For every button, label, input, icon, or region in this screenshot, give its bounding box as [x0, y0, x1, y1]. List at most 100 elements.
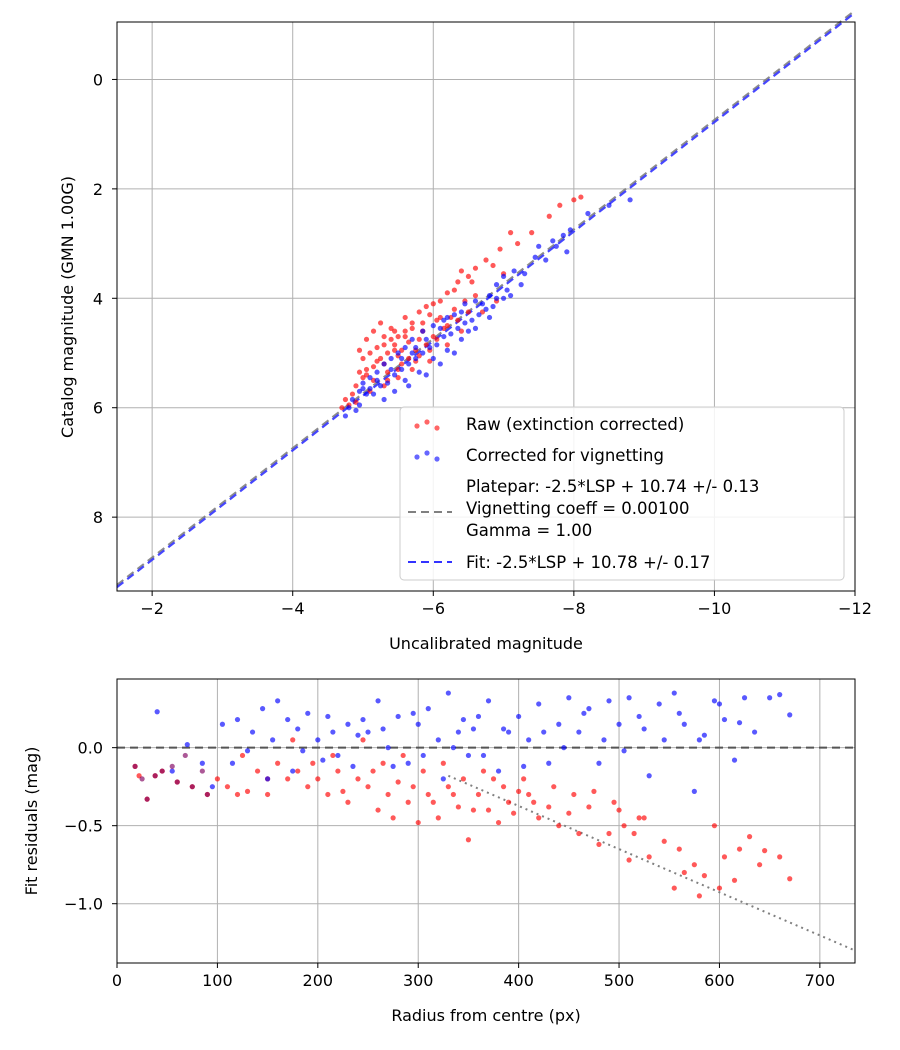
- corrected-residual-point: [275, 698, 281, 704]
- raw-residual-point: [475, 791, 482, 798]
- corrected-residual-point: [285, 716, 291, 723]
- raw-point: [427, 358, 433, 364]
- corrected-point: [490, 303, 496, 310]
- raw-residual-point: [696, 893, 702, 899]
- raw-point: [444, 290, 450, 296]
- corrected-point: [437, 325, 443, 331]
- corrected-residual-point: [485, 698, 492, 704]
- corrected-residual-point: [290, 768, 296, 774]
- raw-residual-point: [616, 807, 622, 813]
- raw-residual-point: [460, 776, 467, 782]
- raw-residual-point: [551, 784, 557, 790]
- bottom-x-tick-label: 600: [704, 971, 735, 990]
- corrected-point: [536, 243, 542, 249]
- corrected-point: [462, 320, 468, 326]
- raw-point: [437, 298, 443, 304]
- raw-residual-point: [430, 799, 436, 805]
- corrected-residual-point: [716, 701, 723, 707]
- corrected-point: [567, 227, 573, 233]
- raw-residual-point: [345, 799, 351, 805]
- legend-raw-label: Raw (extinction corrected): [466, 415, 684, 434]
- corrected-point: [550, 238, 556, 244]
- corrected-point: [360, 385, 366, 392]
- raw-point: [353, 383, 359, 389]
- corrected-residual-point: [646, 773, 652, 779]
- raw-residual-point: [470, 807, 477, 813]
- corrected-residual-point: [731, 757, 738, 763]
- corrected-residual-point: [696, 737, 702, 743]
- raw-residual-point: [787, 876, 793, 882]
- corrected-point: [479, 301, 486, 307]
- raw-residual-point: [611, 799, 617, 805]
- raw-residual-point: [305, 784, 311, 790]
- raw-residual-point: [746, 834, 753, 840]
- overlap-residual-point: [139, 776, 145, 782]
- raw-point: [546, 213, 552, 219]
- bottom-y-tick-label: 0.0: [78, 739, 103, 758]
- raw-point: [427, 312, 433, 318]
- raw-residual-point: [385, 791, 391, 798]
- raw-residual-point: [285, 776, 291, 782]
- raw-point: [416, 353, 422, 359]
- corrected-residual-point: [767, 695, 773, 701]
- raw-residual-point: [711, 823, 718, 829]
- raw-residual-point: [556, 823, 562, 829]
- corrected-point: [472, 298, 479, 304]
- corrected-residual-point: [500, 726, 507, 732]
- corrected-point: [349, 396, 356, 403]
- raw-residual-point: [239, 752, 246, 759]
- raw-point: [465, 273, 472, 280]
- corrected-point: [564, 249, 570, 255]
- raw-residual-point: [576, 830, 582, 837]
- raw-residual-point: [405, 799, 411, 805]
- top-y-tick-label: 2: [93, 180, 103, 199]
- raw-residual-point: [455, 804, 461, 810]
- raw-point: [490, 262, 496, 269]
- raw-point: [430, 301, 436, 307]
- corrected-point: [476, 312, 482, 318]
- raw-point: [479, 309, 486, 315]
- corrected-residual-point: [335, 752, 341, 759]
- raw-residual-point: [621, 823, 627, 829]
- corrected-residual-point: [265, 776, 271, 782]
- raw-residual-point: [516, 788, 522, 794]
- raw-residual-point: [445, 784, 451, 790]
- raw-point: [455, 317, 461, 323]
- raw-point: [557, 202, 563, 208]
- corrected-residual-point: [305, 710, 311, 716]
- corrected-point: [486, 292, 493, 299]
- corrected-point: [346, 405, 352, 411]
- corrected-point: [392, 388, 398, 394]
- raw-residual-point: [505, 799, 512, 805]
- corrected-point: [441, 317, 447, 323]
- top-y-axis-label: Catalog magnitude (GMN 1.00G): [58, 176, 77, 438]
- raw-point: [406, 355, 412, 362]
- raw-point: [423, 342, 429, 348]
- corrected-residual-point: [561, 745, 567, 751]
- corrected-point: [423, 372, 429, 378]
- corrected-residual-point: [480, 752, 487, 759]
- corrected-point: [427, 344, 433, 351]
- bottom-x-tick-label: 0: [112, 971, 122, 990]
- raw-point: [388, 325, 394, 331]
- raw-residual-point: [295, 768, 301, 774]
- corrected-point: [356, 388, 363, 394]
- top-x-tick-label: −8: [562, 599, 586, 618]
- corrected-point: [522, 271, 528, 277]
- corrected-point: [553, 243, 559, 249]
- corrected-residual-point: [229, 760, 236, 766]
- corrected-residual-point: [475, 713, 482, 720]
- corrected-point: [402, 377, 408, 383]
- corrected-point: [353, 407, 359, 414]
- raw-residual-point: [275, 760, 281, 766]
- corrected-residual-point: [380, 726, 386, 732]
- bottom-chart: 0 100 200 300 400 500 600 700 0.0 −0.5 −1.0 Radius…: [22, 678, 856, 1025]
- overlap-residual-point: [204, 791, 210, 798]
- raw-point: [392, 328, 398, 334]
- corrected-point: [455, 325, 461, 331]
- raw-residual-point: [244, 788, 251, 794]
- corrected-residual-point: [420, 752, 426, 759]
- overlap-residual-point: [132, 763, 138, 769]
- corrected-point: [469, 317, 475, 323]
- bottom-x-tick-label: 500: [604, 971, 635, 990]
